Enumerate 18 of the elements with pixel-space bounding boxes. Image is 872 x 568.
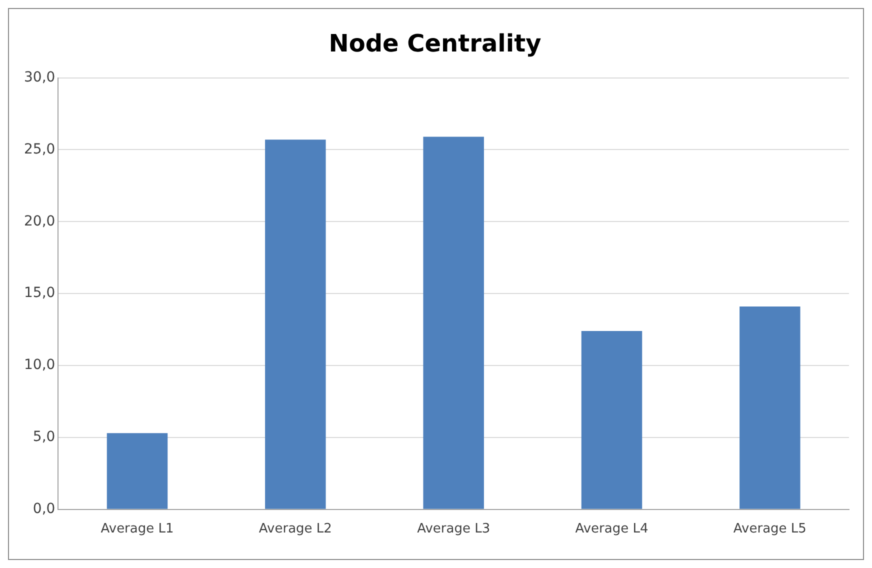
y-tick-label: 0,0 [32, 501, 56, 518]
bar [740, 306, 800, 509]
bar [581, 331, 642, 509]
y-tick-label: 20,0 [24, 213, 56, 230]
y-tick-label: 25,0 [24, 141, 56, 158]
y-tick-label: 30,0 [24, 69, 56, 86]
x-tick-label: Average L5 [733, 522, 806, 537]
x-tick-label: Average L4 [575, 522, 648, 537]
bar [265, 140, 326, 509]
chart-title: Node Centrality [328, 30, 542, 58]
x-tick-label: Average L3 [417, 522, 490, 537]
x-tick-label: Average L1 [100, 522, 174, 537]
y-tick-label: 10,0 [24, 357, 56, 374]
bar [106, 433, 168, 509]
x-tick-label: Average L2 [258, 522, 332, 537]
bar [423, 136, 484, 509]
y-tick-label: 15,0 [24, 285, 56, 302]
y-tick-label: 5,0 [32, 429, 56, 446]
